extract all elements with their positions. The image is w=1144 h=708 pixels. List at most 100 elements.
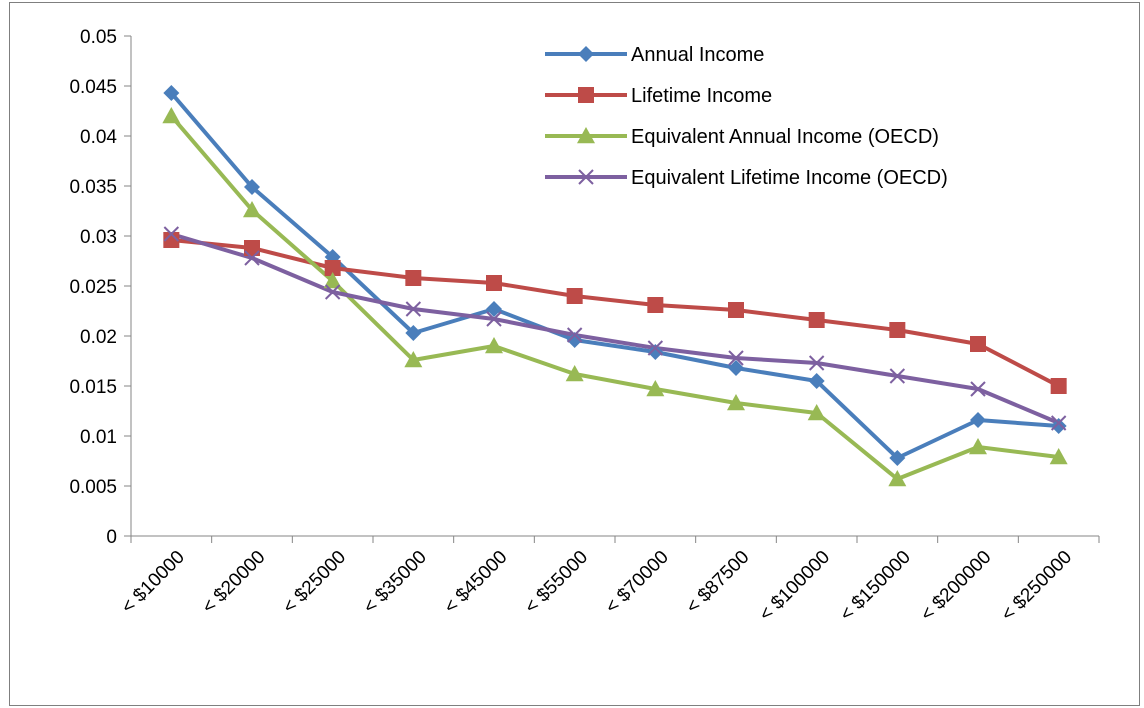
x-marker-stroke [486, 311, 502, 327]
x-marker-stroke [970, 381, 986, 397]
data-point [1049, 448, 1068, 465]
x-tick-label: < $25000 [279, 547, 350, 618]
data-point [889, 368, 906, 384]
data-point [889, 450, 906, 466]
x-axis-ticks: < $10000 < $20000 < $25000 < $35000 < $45000… [118, 536, 1100, 626]
data-point [577, 127, 595, 144]
x-tick-label: < $55000 [521, 547, 592, 618]
data-point [970, 336, 986, 352]
x-marker-stroke [578, 169, 594, 185]
x-marker-stroke [244, 250, 260, 266]
series-markers-equivalent-lifetime-income-oecd [163, 226, 1067, 431]
data-point [808, 355, 825, 371]
data-point [324, 260, 341, 276]
data-point [405, 325, 422, 341]
x-tick-label: < $10000 [118, 547, 189, 618]
x-marker-stroke [647, 340, 664, 356]
data-point [728, 302, 744, 318]
x-tick-label: < $35000 [360, 547, 431, 618]
data-point [486, 311, 502, 327]
x-marker-stroke [808, 355, 825, 371]
y-tick-label: 0.015 [69, 377, 117, 398]
data-point [243, 201, 261, 218]
legend-item-lifetime-income: Lifetime Income [545, 85, 772, 107]
x-tick-label: < $45000 [440, 547, 511, 618]
x-tick-label: < $87500 [682, 547, 753, 618]
legend-item-annual-income: Annual Income [545, 44, 764, 66]
data-point [646, 380, 665, 397]
data-point [324, 284, 341, 300]
data-point [807, 404, 826, 421]
data-point [565, 365, 584, 382]
series-line-annual-income [169, 91, 1059, 460]
chart-frame: 0 0.005 0.01 0.015 0.02 0.025 0.03 0.035 0.04 0.0… [9, 2, 1140, 706]
x-marker-stroke [163, 226, 180, 242]
data-point [1050, 418, 1067, 434]
data-point [808, 373, 825, 389]
data-point [163, 232, 180, 248]
data-point [888, 470, 907, 487]
y-tick-label: 0.03 [80, 227, 117, 248]
data-point [162, 107, 181, 124]
data-point [486, 275, 502, 291]
y-tick-label: 0.01 [80, 427, 117, 448]
legend-label: Equivalent Lifetime Income (OECD) [631, 167, 948, 189]
legend-item-equivalent-lifetime-income-oecd: Equivalent Lifetime Income (OECD) [545, 167, 948, 189]
data-point [566, 332, 583, 348]
x-marker-stroke [1050, 415, 1067, 431]
x-marker-stroke [728, 350, 744, 366]
data-point [727, 394, 745, 411]
series-markers [162, 85, 1068, 487]
data-point [808, 312, 825, 328]
data-point [728, 360, 744, 376]
x-marker-stroke [405, 301, 422, 317]
data-point [566, 327, 583, 343]
data-point [244, 179, 260, 195]
data-point [970, 412, 986, 428]
data-point [578, 46, 594, 62]
data-point [566, 288, 583, 304]
x-marker-stroke [889, 368, 906, 384]
legend-label: Lifetime Income [631, 85, 772, 107]
legend-label: Annual Income [631, 44, 764, 66]
y-tick-label: 0 [106, 527, 117, 548]
data-point [578, 169, 594, 185]
x-tick-label: < $250000 [997, 547, 1076, 626]
data-point [1050, 378, 1067, 394]
x-tick-label: < $20000 [198, 547, 269, 618]
data-point [485, 337, 503, 354]
y-tick-label: 0.05 [80, 27, 117, 48]
series-line-equivalent-lifetime-income-oecd [170, 232, 1060, 425]
data-point [578, 87, 594, 103]
y-axis-ticks: 0 0.005 0.01 0.015 0.02 0.025 0.03 0.035 0.04 0.0… [69, 27, 131, 548]
series-line-lifetime-income [171, 238, 1060, 388]
data-point [244, 240, 260, 256]
data-point [970, 381, 986, 397]
legend: Annual Income Lifetime Income Equivalent A… [545, 44, 948, 189]
y-tick-label: 0.025 [69, 277, 117, 298]
x-tick-label: < $150000 [836, 547, 915, 626]
x-tick-label: < $100000 [755, 547, 834, 626]
x-tick-label: < $200000 [917, 547, 996, 626]
x-marker-stroke [324, 284, 341, 300]
legend-label: Equivalent Annual Income (OECD) [631, 126, 939, 148]
data-point [323, 272, 342, 289]
data-point [969, 438, 987, 455]
y-tick-label: 0.005 [69, 477, 117, 498]
data-point [244, 250, 260, 266]
data-point [889, 322, 906, 338]
data-point [647, 340, 664, 356]
y-tick-label: 0.04 [80, 127, 117, 148]
data-point [728, 350, 744, 366]
x-marker-stroke [566, 327, 583, 343]
data-point [163, 85, 180, 101]
data-point [647, 344, 664, 360]
legend-item-equivalent-annual-income-oecd: Equivalent Annual Income (OECD) [545, 126, 939, 148]
data-point [1050, 415, 1067, 431]
axes [130, 36, 1099, 537]
series-line-equivalent-annual-income-oecd [169, 114, 1059, 481]
y-tick-label: 0.035 [69, 177, 117, 198]
data-point [486, 301, 502, 317]
x-tick-label: < $70000 [602, 547, 673, 618]
data-point [163, 226, 180, 242]
